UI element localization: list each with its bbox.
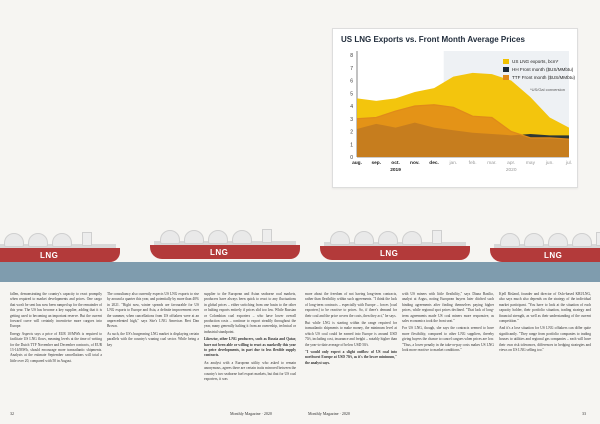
legend-label: HH Front month ($US/MMbtu) [512, 67, 574, 72]
legend-swatch [503, 67, 509, 72]
left-running-footer: Monthly Magazine · 2020 [230, 411, 272, 416]
series-line-ttf-front-month [356, 104, 570, 140]
paragraph: fallen, demonstrating the country's capa… [10, 292, 102, 329]
paragraph: more about the freedom of not having lon… [305, 292, 397, 318]
left-page-number: 32 [10, 411, 14, 416]
legend-swatch [503, 59, 509, 64]
x-tick-label: jul. [565, 160, 572, 166]
paragraph: And it's a lose situation for US LNG off… [499, 326, 591, 353]
text-column-6: Kjell Risland, founder and director of O… [499, 292, 591, 402]
lng-tanker-illustration: LNG LNG LNG LNG [0, 170, 600, 282]
y-tick-label: 4 [350, 104, 353, 110]
year-label-2020: 2020 [506, 167, 517, 173]
legend-label: US LNG exports, bcm* [512, 59, 559, 64]
series-area-ttf-front-month [357, 104, 569, 157]
y-tick-label: 7 [350, 66, 353, 72]
x-tick-label: jan. [448, 160, 457, 166]
right-page-number: 33 [582, 411, 586, 416]
text-column-2: The consultancy also currently expects U… [107, 292, 199, 402]
paragraph: Kjell Risland, founder and director of O… [499, 292, 591, 324]
text-column-5: with US miners with little flexibility,"… [402, 292, 494, 402]
ship-label: LNG [544, 251, 563, 260]
x-tick-label: oct. [391, 160, 400, 166]
paragraph: The consultancy also currently expects U… [107, 292, 199, 329]
paragraph: Energy Aspects says a price of EUR 10/MW… [10, 331, 102, 363]
y-tick-label: 8 [350, 53, 353, 59]
x-tick-label: apr. [507, 160, 515, 166]
paragraph: As such, the US's burgeoning LNG market … [107, 331, 199, 347]
x-tick-label: jun. [545, 160, 554, 166]
x-tick-label: aug. [352, 161, 362, 166]
text-column-1: fallen, demonstrating the country's capa… [10, 292, 102, 402]
y-tick-label: 0 [350, 155, 353, 161]
paragraph: But while LNG is starting within the ran… [305, 321, 397, 347]
lng-tanker: LNG [0, 228, 120, 262]
x-tick-label: feb. [469, 160, 477, 166]
x-tick-label: dec. [429, 160, 439, 166]
sea [0, 262, 600, 282]
y-tick-label: 3 [350, 117, 353, 123]
lng-tanker: LNG [490, 228, 600, 262]
lng-tanker: LNG [150, 225, 300, 259]
x-tick-label: may [526, 161, 536, 166]
paragraph: supplier to the European and Asian seabo… [204, 292, 296, 334]
x-tick-label: mar. [487, 160, 496, 166]
paragraph: An analyst with a European utility who a… [204, 360, 296, 382]
legend-swatch [503, 75, 509, 80]
y-tick-label: 6 [350, 79, 353, 85]
y-tick-label: 1 [350, 142, 353, 148]
legend-label: TTF Front month ($US/MMbtu) [512, 75, 576, 80]
paragraph: For US LNG, though, she says the contrac… [402, 326, 494, 353]
price-chart: 0 1 2 3 4 5 6 7 8 aug. sep. oct. nov. dec. jan. feb. mar… [350, 51, 576, 173]
chart-title: US LNG Exports vs. Front Month Average P… [341, 35, 525, 44]
paragraph: with US miners with little flexibility,"… [402, 292, 494, 324]
paragraph: "I would only expect a slight outflow of… [305, 350, 397, 365]
y-tick-label: 5 [350, 91, 353, 97]
text-column-3: supplier to the European and Asian seabo… [204, 292, 296, 402]
ship-label: LNG [40, 251, 59, 260]
paragraph: Likewise, other LNG producers, such as R… [204, 337, 296, 358]
text-column-4: more about the freedom of not having lon… [305, 292, 397, 402]
lng-tanker: LNG [320, 226, 470, 260]
ship-label: LNG [380, 249, 399, 258]
chart-note: *US/Gal conversion [530, 87, 565, 92]
y-tick-label: 2 [350, 130, 353, 136]
x-tick-label: sep. [371, 161, 381, 166]
price-chart-card: 0 1 2 3 4 5 6 7 8 aug. sep. oct. nov. dec. jan. feb. mar… [332, 28, 578, 188]
ship-label: LNG [210, 248, 229, 257]
right-running-footer: Monthly Magazine · 2020 [308, 411, 350, 416]
year-label-2019: 2019 [390, 167, 401, 173]
x-tick-label: nov. [410, 161, 420, 166]
